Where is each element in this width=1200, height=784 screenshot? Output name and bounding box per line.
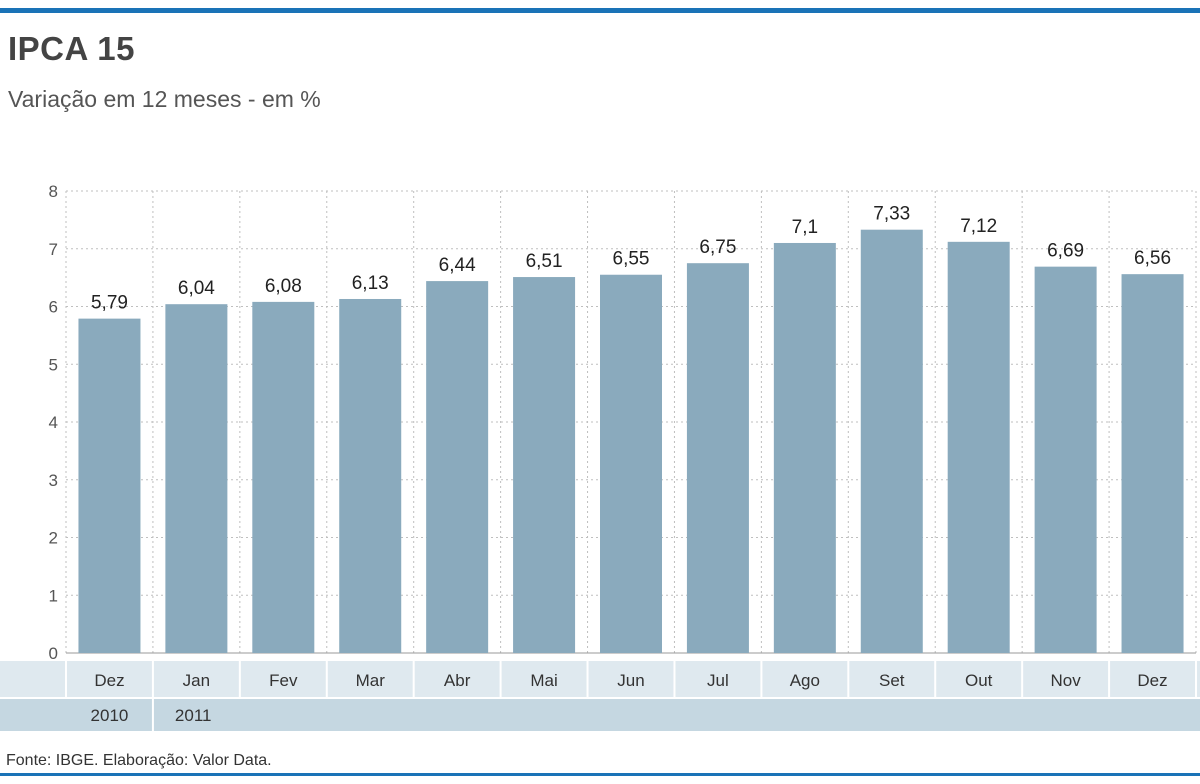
year-label: 2010	[91, 706, 129, 725]
y-tick-label: 1	[49, 586, 58, 605]
data-label: 6,55	[613, 249, 650, 270]
y-tick-label: 5	[49, 355, 58, 374]
bar	[513, 277, 576, 653]
bar	[165, 304, 228, 653]
x-tick-label: Dez	[94, 671, 124, 690]
bar	[252, 301, 315, 653]
data-label: 7,1	[792, 217, 818, 238]
x-tick-label: Dez	[1137, 671, 1167, 690]
year-label: 2011	[175, 706, 212, 725]
bar	[1034, 266, 1097, 653]
x-tick-label: Jun	[617, 671, 644, 690]
x-tick-label: Jan	[183, 671, 210, 690]
x-tick-label: Fev	[269, 671, 298, 690]
data-label: 7,12	[960, 216, 997, 237]
data-label: 5,79	[91, 293, 128, 314]
bar	[947, 241, 1010, 653]
data-label: 6,04	[178, 278, 215, 299]
bar	[339, 298, 402, 653]
bar	[686, 263, 749, 653]
x-tick-label: Jul	[707, 671, 729, 690]
y-tick-label: 2	[49, 529, 58, 548]
data-label: 6,13	[352, 273, 389, 294]
y-tick-label: 7	[49, 240, 58, 259]
y-tick-label: 3	[49, 471, 58, 490]
x-tick-label: Out	[965, 671, 993, 690]
x-tick-label: Set	[879, 671, 905, 690]
data-label: 6,51	[526, 251, 563, 272]
y-tick-label: 6	[49, 298, 58, 317]
x-tick-label: Nov	[1050, 671, 1081, 690]
bottom-rule	[0, 773, 1200, 776]
bar	[773, 242, 836, 653]
data-label: 6,08	[265, 276, 302, 297]
x-tick-label: Mar	[356, 671, 386, 690]
bar	[426, 281, 489, 653]
y-tick-label: 8	[49, 182, 58, 201]
data-label: 6,69	[1047, 241, 1084, 262]
bar	[600, 274, 662, 653]
top-rule	[0, 8, 1200, 13]
chart-subtitle: Variação em 12 meses - em %	[8, 86, 321, 112]
data-label: 6,44	[439, 255, 476, 276]
bar	[1121, 274, 1184, 653]
category-band	[0, 661, 1200, 697]
y-tick-label: 4	[49, 413, 58, 432]
data-label: 7,33	[873, 204, 910, 225]
x-tick-label: Mai	[530, 671, 557, 690]
source-note: Fonte: IBGE. Elaboração: Valor Data.	[6, 752, 272, 769]
y-tick-label: 0	[49, 644, 58, 663]
x-tick-label: Abr	[444, 671, 471, 690]
x-tick-label: Ago	[790, 671, 820, 690]
data-label: 6,56	[1134, 248, 1171, 269]
data-label: 6,75	[699, 237, 736, 258]
bar	[78, 318, 141, 653]
bar	[860, 229, 923, 653]
chart-title: IPCA 15	[8, 30, 135, 67]
year-band	[0, 699, 1200, 731]
